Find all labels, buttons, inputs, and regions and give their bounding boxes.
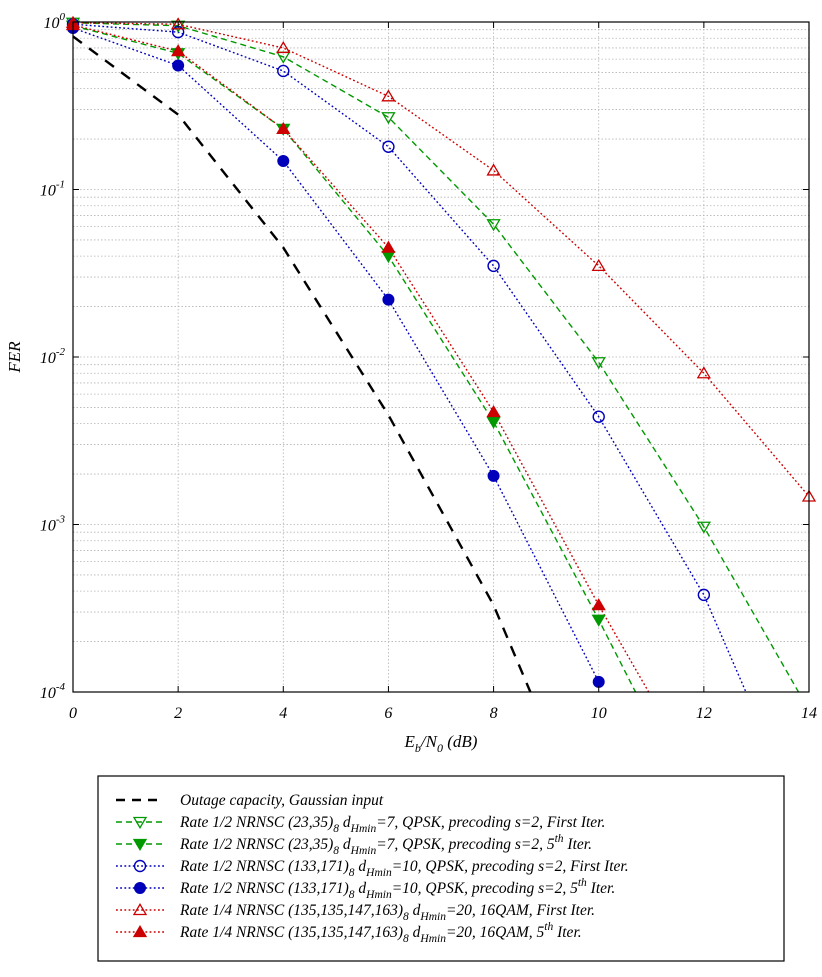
data-point (381, 89, 396, 102)
y-tick-label: 100 (44, 11, 66, 32)
data-point (381, 240, 396, 253)
data-point (591, 614, 606, 627)
series-line-1 (72, 35, 532, 693)
legend-marker-2 (132, 816, 148, 829)
series-markers (65, 15, 817, 688)
axis-labels: 0 2 4 6 8 10 12 14 100 10-1 10-2 10-3 10-4 Eb/N0 (dB)… (5, 11, 817, 755)
data-point (592, 410, 605, 423)
series-line-4 (72, 23, 747, 693)
data-point (382, 293, 395, 306)
x-tick-label: 12 (696, 705, 712, 722)
data-point (381, 251, 396, 264)
series-line-7 (72, 24, 650, 693)
legend-text-5: Rate 1/2 NRNSC (133,171)8 dHmin=10, QPSK… (179, 877, 615, 901)
data-point (696, 366, 711, 379)
legend-text-1: Outage capacity, Gaussian input (180, 792, 384, 809)
data-point (486, 404, 501, 418)
x-axis-label: Eb/N0 (dB) (404, 732, 478, 755)
data-point (696, 521, 711, 534)
y-axis-label: FER (5, 341, 24, 374)
y-tick-label: 10-2 (40, 346, 66, 367)
data-point (486, 163, 501, 176)
x-tick-label: 4 (279, 705, 287, 722)
legend-marker-6 (132, 903, 148, 916)
x-tick-label: 14 (801, 705, 817, 722)
y-tick-label: 10-1 (40, 179, 65, 200)
x-tick-label: 6 (384, 705, 392, 722)
series-line-6 (72, 22, 810, 497)
data-point (382, 140, 395, 153)
data-point (486, 416, 501, 429)
series-line-5 (72, 27, 600, 683)
y-tick-label: 10-4 (40, 681, 66, 702)
axis-ticks (72, 21, 810, 693)
x-tick-label: 0 (69, 705, 77, 722)
data-point (172, 59, 185, 72)
data-point (171, 20, 186, 33)
legend-marker-7 (132, 925, 148, 938)
series-line-2 (72, 22, 800, 693)
x-tick-label: 8 (490, 705, 498, 722)
data-point (487, 469, 500, 482)
x-tick-label: 10 (591, 705, 607, 722)
grid-lines (73, 22, 809, 692)
data-point (276, 40, 291, 54)
data-point (591, 357, 606, 370)
data-point (277, 154, 290, 167)
legend-text-6: Rate 1/4 NRNSC (135,135,147,163)8 dHmin=… (179, 902, 595, 923)
legend-marker-4 (133, 859, 147, 873)
data-point (697, 588, 711, 602)
data-point (276, 121, 291, 135)
legend-text-4: Rate 1/2 NRNSC (133,171)8 dHmin=10, QPSK… (179, 858, 629, 879)
data-point (486, 219, 501, 232)
legend-text-3: Rate 1/2 NRNSC (23,35)8 dHmin=7, QPSK, p… (179, 833, 592, 857)
legend-text-7: Rate 1/4 NRNSC (135,135,147,163)8 dHmin=… (179, 921, 582, 945)
y-tick-label: 10-3 (40, 514, 66, 535)
data-point (171, 17, 186, 30)
legend: Outage capacity, Gaussian input Rate 1/2 … (97, 775, 785, 962)
legend-text-2: Rate 1/2 NRNSC (23,35)8 dHmin=7, QPSK, p… (179, 814, 605, 835)
legend-marker-5 (134, 882, 146, 894)
data-point (591, 598, 606, 611)
series-line-3 (72, 25, 637, 693)
data-point (171, 44, 186, 57)
data-point (487, 259, 500, 273)
legend-box (97, 775, 785, 962)
legend-marker-3 (132, 838, 148, 851)
x-tick-label: 2 (174, 705, 182, 722)
data-point (591, 258, 606, 272)
data-point (381, 112, 396, 125)
data-point (592, 675, 605, 688)
data-point (277, 64, 290, 78)
